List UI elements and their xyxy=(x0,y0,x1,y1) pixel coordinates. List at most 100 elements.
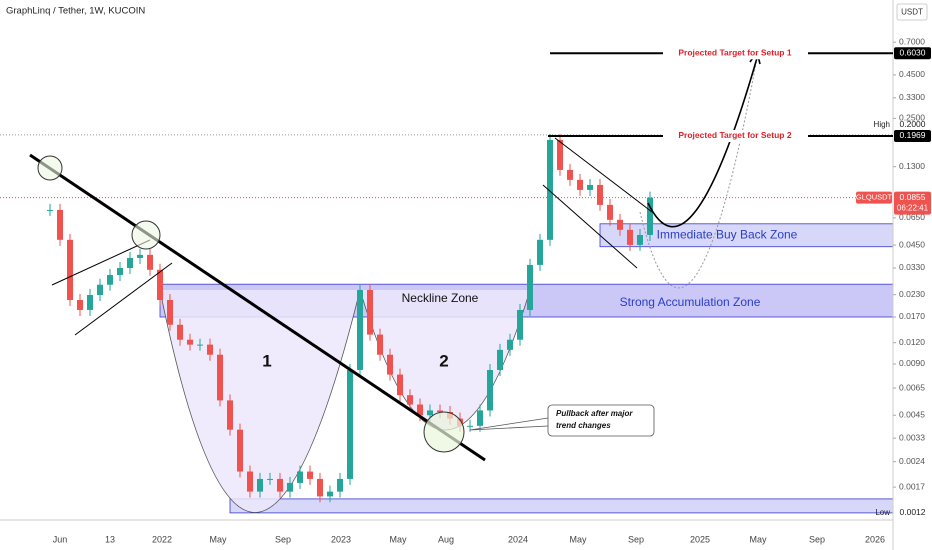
candle xyxy=(267,478,273,480)
currency-box xyxy=(896,3,928,21)
candle xyxy=(647,197,653,235)
y-tick-label: 0.0045 xyxy=(899,409,925,419)
candle xyxy=(597,184,603,205)
candle xyxy=(257,478,263,492)
y-tick-label: 0.0120 xyxy=(899,337,925,347)
target-label-bg xyxy=(663,129,808,142)
candle xyxy=(547,139,553,240)
candle xyxy=(577,179,583,190)
cup-label: 2 xyxy=(439,351,448,370)
callout-pointer xyxy=(469,417,549,431)
candle xyxy=(467,425,473,427)
trendline xyxy=(29,153,486,462)
zone xyxy=(229,498,894,514)
y-tick-label: 0.0170 xyxy=(899,311,925,321)
price-badge-label: 0.6030 xyxy=(900,48,926,58)
candle xyxy=(247,471,253,492)
candle xyxy=(297,471,303,483)
candle xyxy=(397,374,403,396)
candle xyxy=(147,254,153,270)
candle xyxy=(567,169,573,180)
candle xyxy=(627,229,633,245)
candle xyxy=(67,239,73,300)
candle xyxy=(357,289,363,370)
candle xyxy=(237,429,243,472)
candle xyxy=(587,184,593,190)
candle xyxy=(57,209,63,240)
zone-label: Strong Accumulation Zone xyxy=(620,295,761,309)
chart-title: GraphLinq / Tether, 1W, KUCOIN xyxy=(6,6,145,17)
x-tick-label: 2025 xyxy=(690,534,710,544)
candle xyxy=(557,139,563,170)
candle xyxy=(47,209,53,211)
x-tick-label: May xyxy=(209,534,227,544)
candle xyxy=(187,339,193,345)
channel-line xyxy=(554,137,653,213)
candle xyxy=(387,354,393,375)
candle xyxy=(477,410,483,426)
candle xyxy=(157,269,163,300)
candle xyxy=(497,349,503,370)
candle xyxy=(437,410,443,413)
x-tick-label: Aug xyxy=(438,534,454,544)
zone-label: Neckline Zone xyxy=(402,291,479,305)
high-label: 0.2000 xyxy=(900,119,926,129)
y-tick-label: 0.0017 xyxy=(899,481,925,491)
y-axis-panel xyxy=(893,0,932,550)
candle xyxy=(617,219,623,230)
channel-line xyxy=(542,184,638,269)
y-tick-label: 0.0065 xyxy=(899,382,925,392)
candle xyxy=(487,369,493,411)
high-name: High xyxy=(874,120,890,129)
candle xyxy=(217,354,223,401)
candle xyxy=(537,239,543,265)
candle xyxy=(287,482,293,492)
x-tick-label: 2024 xyxy=(508,534,528,544)
price-badge-label: 0.0855 xyxy=(900,192,926,202)
x-tick-label: 13 xyxy=(105,534,115,544)
candle xyxy=(317,478,323,497)
zone-label: Immediate Buy Back Zone xyxy=(657,227,798,241)
x-tick-label: Jun xyxy=(53,534,68,544)
candle xyxy=(607,204,613,220)
candle xyxy=(327,491,333,497)
currency-label: USDT xyxy=(901,8,923,17)
low-name: Low xyxy=(875,508,890,517)
candle xyxy=(117,267,123,276)
y-tick-label: 0.0033 xyxy=(899,432,925,442)
y-tick-label: 0.0650 xyxy=(899,212,925,222)
y-tick-label: 0.4500 xyxy=(899,69,925,79)
candle xyxy=(207,344,213,355)
price-badge xyxy=(894,47,931,60)
symbol-badge xyxy=(856,191,892,204)
candle xyxy=(167,299,173,325)
y-tick-label: 0.0090 xyxy=(899,358,925,368)
target-label-bg xyxy=(663,47,808,60)
candle xyxy=(107,275,113,285)
candle xyxy=(87,294,93,310)
wedge-line xyxy=(51,239,151,286)
x-tick-label: 2026 xyxy=(865,534,885,544)
cup-curve xyxy=(159,289,361,513)
candle xyxy=(127,257,133,268)
candle xyxy=(517,309,523,340)
projection-dotted xyxy=(639,57,758,289)
countdown-label: 06:22:41 xyxy=(897,204,929,213)
price-badge-label: 0.1969 xyxy=(900,130,926,140)
candle xyxy=(377,334,383,355)
candle xyxy=(367,289,373,335)
y-tick-label: 0.0450 xyxy=(899,239,925,249)
y-tick-label: 0.0024 xyxy=(899,456,925,466)
y-tick-label: 0.2500 xyxy=(899,113,925,123)
candle xyxy=(527,264,533,310)
candle xyxy=(407,395,413,405)
callout-text: Pullback after major xyxy=(556,409,633,418)
circle-marker xyxy=(423,411,465,453)
candle xyxy=(347,369,353,479)
candle xyxy=(337,478,343,492)
price-badge xyxy=(894,129,931,142)
cup-label: 1 xyxy=(262,351,271,370)
wedge-line xyxy=(74,262,173,336)
candle xyxy=(417,404,423,416)
